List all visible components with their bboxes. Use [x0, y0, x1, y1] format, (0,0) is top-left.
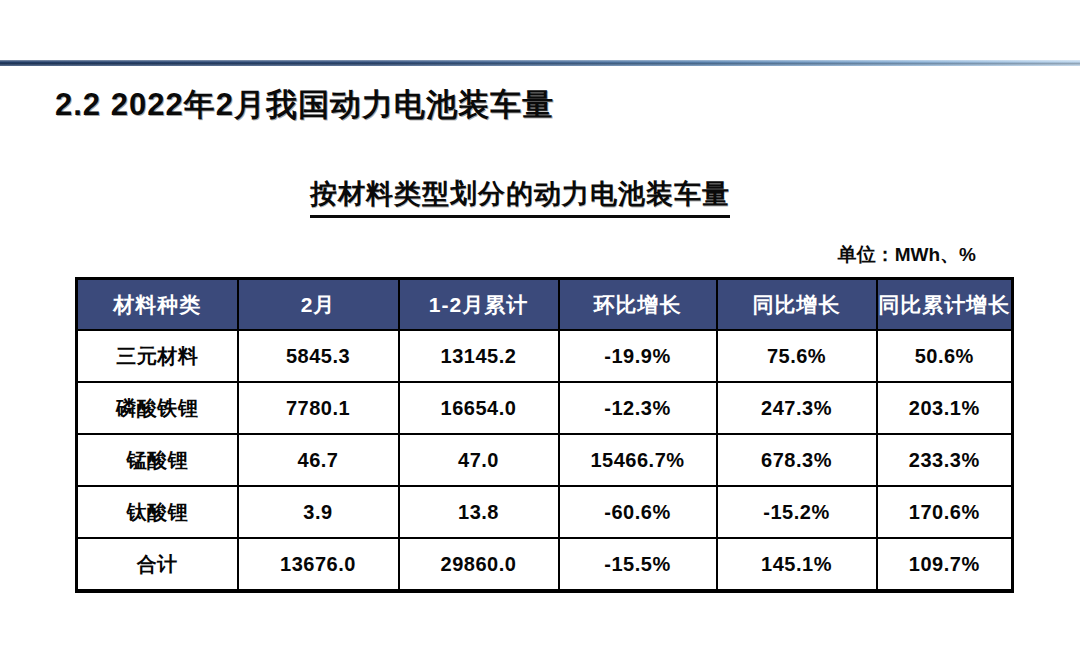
cell-material: 锰酸锂: [77, 434, 238, 486]
top-divider-line: [0, 60, 1080, 66]
col-header-material: 材料种类: [77, 279, 238, 331]
battery-install-table: 材料种类 2月 1-2月累计 环比增长 同比增长 同比累计增长 三元材料 584…: [75, 277, 1014, 593]
cell-material: 磷酸铁锂: [77, 382, 238, 434]
col-header-cumulative: 1-2月累计: [399, 279, 559, 331]
col-header-february: 2月: [238, 279, 399, 331]
table-row-lfp: 磷酸铁锂 7780.1 16654.0 -12.3% 247.3% 203.1%: [77, 382, 1013, 434]
cell-value: 13.8: [399, 486, 559, 538]
subtitle-row: 按材料类型划分的动力电池装车量: [0, 176, 1080, 218]
slide: 2.2 2022年2月我国动力电池装车量 按材料类型划分的动力电池装车量 单位：…: [0, 0, 1080, 655]
cell-value: 109.7%: [877, 538, 1013, 591]
cell-material: 钛酸锂: [77, 486, 238, 538]
cell-value: -12.3%: [559, 382, 717, 434]
cell-value: 46.7: [238, 434, 399, 486]
cell-value: 13676.0: [238, 538, 399, 591]
cell-value: 233.3%: [877, 434, 1013, 486]
cell-value: 13145.2: [399, 330, 559, 382]
table-row-total: 合计 13676.0 29860.0 -15.5% 145.1% 109.7%: [77, 538, 1013, 591]
cell-value: -19.9%: [559, 330, 717, 382]
cell-value: 75.6%: [717, 330, 877, 382]
cell-value: 5845.3: [238, 330, 399, 382]
cell-value: 247.3%: [717, 382, 877, 434]
table-header-row: 材料种类 2月 1-2月累计 环比增长 同比增长 同比累计增长: [77, 279, 1013, 331]
col-header-mom-growth: 环比增长: [559, 279, 717, 331]
cell-value: -15.5%: [559, 538, 717, 591]
cell-value: -15.2%: [717, 486, 877, 538]
cell-value: 15466.7%: [559, 434, 717, 486]
cell-material: 合计: [77, 538, 238, 591]
table-row-lmo: 锰酸锂 46.7 47.0 15466.7% 678.3% 233.3%: [77, 434, 1013, 486]
cell-value: 145.1%: [717, 538, 877, 591]
cell-value: 203.1%: [877, 382, 1013, 434]
cell-material: 三元材料: [77, 330, 238, 382]
cell-value: -60.6%: [559, 486, 717, 538]
table-header: 材料种类 2月 1-2月累计 环比增长 同比增长 同比累计增长: [77, 279, 1013, 331]
cell-value: 47.0: [399, 434, 559, 486]
cell-value: 3.9: [238, 486, 399, 538]
page-title: 2.2 2022年2月我国动力电池装车量: [55, 84, 554, 126]
cell-value: 7780.1: [238, 382, 399, 434]
table-title: 按材料类型划分的动力电池装车量: [310, 176, 730, 218]
col-header-yoy-growth: 同比增长: [717, 279, 877, 331]
table-row-ternary: 三元材料 5845.3 13145.2 -19.9% 75.6% 50.6%: [77, 330, 1013, 382]
table-body: 三元材料 5845.3 13145.2 -19.9% 75.6% 50.6% 磷…: [77, 330, 1013, 591]
table-row-lto: 钛酸锂 3.9 13.8 -60.6% -15.2% 170.6%: [77, 486, 1013, 538]
col-header-yoy-cumulative-growth: 同比累计增长: [877, 279, 1013, 331]
cell-value: 170.6%: [877, 486, 1013, 538]
cell-value: 678.3%: [717, 434, 877, 486]
unit-note: 单位：MWh、%: [838, 242, 976, 268]
cell-value: 16654.0: [399, 382, 559, 434]
cell-value: 29860.0: [399, 538, 559, 591]
cell-value: 50.6%: [877, 330, 1013, 382]
